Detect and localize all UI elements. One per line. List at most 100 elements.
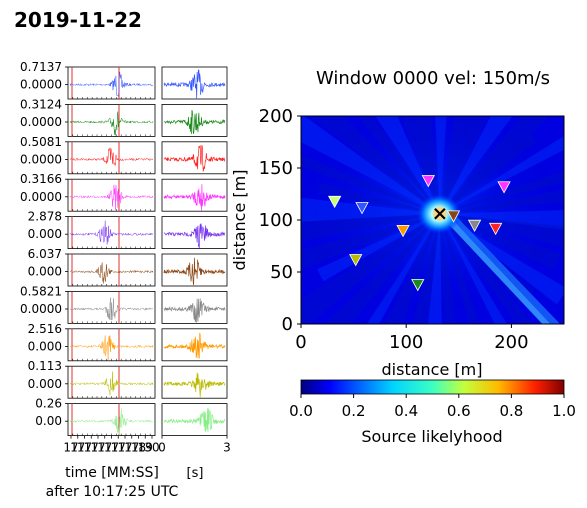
time-xtick-label: 30 — [144, 441, 159, 455]
time-xtick-label: 17 — [90, 441, 105, 455]
station-marker — [497, 181, 511, 194]
map-ray — [427, 213, 442, 324]
time-xlabel: time [MM:SS] — [65, 465, 159, 481]
waveform — [69, 71, 154, 97]
time-xtick-label: 18 — [131, 441, 146, 455]
trace-row: 2.878 0.000 — [28, 210, 228, 250]
waveform — [69, 262, 154, 284]
map-ray — [301, 213, 440, 324]
colorbar-tick-label: 0.0 — [289, 402, 313, 420]
time-xtick-label: 19 — [138, 441, 153, 455]
map-xlabel: distance [m] — [382, 360, 483, 379]
colorbar-tick-label: 0.8 — [499, 402, 523, 420]
ytick-label: 0.3124 — [20, 97, 62, 111]
map-ray — [435, 116, 447, 214]
time-xtick-label: 17 — [97, 441, 112, 455]
station-marker — [411, 279, 425, 292]
map-ray — [439, 133, 538, 214]
waveform — [69, 220, 154, 245]
map-ray — [356, 116, 440, 214]
station-marker — [488, 222, 503, 236]
map-xtick-label: 0 — [295, 332, 306, 353]
trace-row: 0.5081 0.0000 — [20, 135, 228, 175]
colorbar-tick-label: 0.6 — [447, 402, 471, 420]
map-ray — [439, 213, 564, 248]
trace-row: 2.516 0.000 — [28, 322, 228, 362]
zoom-waveform — [163, 145, 226, 172]
map-ytick-label: 200 — [259, 106, 293, 127]
ytick-label: 0.0000 — [20, 190, 62, 204]
ytick-label: 0.0000 — [20, 152, 62, 166]
time-xtick-label: 17 — [77, 441, 92, 455]
ytick-label: 0.7137 — [20, 60, 62, 74]
station-marker — [421, 175, 435, 188]
zoom-waveform — [163, 372, 226, 398]
colorbar-tick-label: 1.0 — [552, 402, 576, 420]
map-ytick-label: 150 — [259, 158, 293, 179]
ytick-label: 0.000 — [28, 377, 62, 391]
time-xtick-label: 17 — [63, 441, 78, 455]
map-ray — [439, 213, 480, 324]
ytick-label: 2.516 — [28, 322, 62, 336]
map-ray — [412, 213, 440, 324]
zoom-xtick-label: 0 — [158, 441, 166, 455]
map-ray — [439, 116, 548, 214]
date-title: 2019-11-22 — [14, 8, 142, 32]
trace-row: 0.26 0.00 — [35, 397, 228, 437]
map-ray — [301, 213, 440, 271]
ytick-label: 0.5821 — [20, 284, 62, 298]
ytick-label: 0.0000 — [20, 115, 62, 129]
map-ray — [301, 116, 440, 214]
source-marker-x — [434, 207, 446, 220]
map-streak-core — [443, 216, 551, 324]
trace-row: 0.7137 0.0000 — [20, 60, 228, 100]
trace-panel — [67, 365, 156, 399]
station-marker — [327, 195, 342, 209]
map-xtick-label: 100 — [389, 332, 423, 353]
time-xtick-label: 17 — [104, 441, 119, 455]
zoom-waveform — [163, 184, 226, 212]
ytick-label: 0.3166 — [20, 172, 62, 186]
map-ray — [317, 213, 440, 282]
map-xtick-label: 200 — [494, 332, 528, 353]
map-ray — [301, 154, 440, 214]
zoom-waveform — [163, 109, 226, 135]
ytick-label: 0.5081 — [20, 135, 62, 149]
waveform — [69, 335, 154, 361]
trace-row: 0.3124 0.0000 — [20, 97, 228, 137]
waveform — [69, 297, 154, 321]
map-ray — [439, 213, 507, 324]
map-ytick-label: 50 — [270, 262, 293, 283]
map-ray — [439, 210, 564, 230]
zoom-panel — [161, 365, 228, 399]
map-ytick-label: 100 — [259, 210, 293, 231]
ytick-label: 2.878 — [28, 210, 62, 224]
colorbar-tick-label: 0.2 — [342, 402, 366, 420]
time-xtick-label: 17 — [84, 441, 99, 455]
zoom-waveform — [163, 223, 226, 249]
map-ylabel: distance [m] — [230, 170, 249, 271]
waveform — [69, 371, 154, 396]
colorbar-label: Source likelyhood — [361, 427, 502, 446]
zoom-panel — [161, 104, 228, 137]
trace-panel — [67, 104, 156, 137]
station-marker — [446, 210, 461, 223]
ytick-label: 0.113 — [28, 359, 62, 373]
time-xlabel-sub: after 10:17:25 UTC — [46, 484, 179, 500]
time-xtick-label: 17 — [70, 441, 85, 455]
likelihood-map: 0 100 200 0 50 100 150 200 distance [m] distanc… — [230, 106, 565, 379]
map-ray — [366, 213, 440, 324]
map-ray — [384, 213, 440, 324]
map-ray — [439, 189, 564, 214]
waveform — [69, 111, 154, 136]
trace-row: 6.037 0.000 — [28, 247, 228, 287]
ytick-label: 0.000 — [28, 265, 62, 279]
map-ray — [417, 116, 440, 214]
trace-panels: 0.71370.00000.31240.00000.50810.00000.31… — [20, 60, 231, 455]
map-ytick-label: 0 — [282, 314, 293, 335]
ytick-label: 0.00 — [35, 414, 62, 428]
waveform — [70, 408, 153, 435]
time-xtick-label: 17 — [117, 441, 132, 455]
zoom-waveform — [163, 257, 226, 286]
